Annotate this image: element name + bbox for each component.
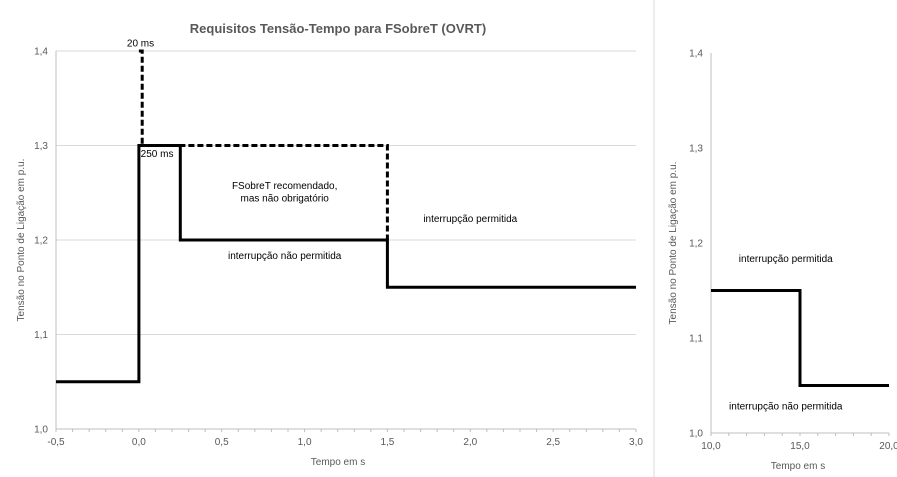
annotation-label: 20 ms bbox=[127, 38, 154, 49]
main-chart-axes bbox=[55, 51, 637, 432]
annotation-label: interrupção permitida bbox=[423, 214, 517, 225]
x-tick-label: 1,0 bbox=[298, 437, 312, 448]
y-axis-label: Tensão no Ponto de Ligação em p.u. bbox=[16, 159, 27, 322]
y-tick-label: 1,3 bbox=[34, 141, 48, 152]
y-tick-label: 1,4 bbox=[34, 47, 48, 58]
annotation-label: interrupção não permitida bbox=[228, 251, 342, 262]
x-tick-label: 15,0 bbox=[790, 441, 810, 452]
x-tick-label: 2,0 bbox=[463, 437, 477, 448]
x-tick-label: 20,0 bbox=[879, 441, 897, 452]
main-chart-y-ticks: 1,0 1,1 1,2 1,3 1,4 bbox=[34, 47, 48, 436]
requirement-limit-line bbox=[711, 289, 889, 387]
y-tick-label: 1,0 bbox=[34, 425, 48, 436]
y-tick-label: 1,2 bbox=[689, 239, 703, 250]
detail-chart-x-ticks: 10,0 15,0 20,0 bbox=[701, 441, 897, 452]
annotation-label: interrupção não permitida bbox=[729, 401, 843, 412]
y-tick-label: 1,0 bbox=[689, 429, 703, 440]
detail-chart-axes bbox=[710, 53, 890, 436]
x-axis-label: Tempo em s bbox=[311, 457, 365, 468]
main-chart-annotations: 20 ms 250 ms FSobreT recomendado,mas não o… bbox=[127, 38, 518, 262]
x-tick-label: 1,5 bbox=[380, 437, 394, 448]
y-tick-label: 1,1 bbox=[689, 334, 703, 345]
detail-y-axis-label: Tensão no Ponto de Ligação em p.u. bbox=[668, 162, 679, 325]
recommended-limit-line bbox=[138, 49, 389, 240]
detail-x-axis-label: Tempo em s bbox=[771, 461, 825, 472]
x-tick-label: 10,0 bbox=[701, 441, 721, 452]
y-tick-label: 1,2 bbox=[34, 236, 48, 247]
x-tick-label: 3,0 bbox=[629, 437, 643, 448]
chart-title: Requisitos Tensão-Tempo para FSobreT (OV… bbox=[190, 21, 486, 36]
main-chart-series bbox=[56, 49, 636, 384]
y-tick-label: 1,3 bbox=[689, 144, 703, 155]
y-tick-label: 1,4 bbox=[689, 49, 703, 60]
x-tick-label: -0,5 bbox=[47, 437, 65, 448]
annotation-label: 250 ms bbox=[141, 149, 174, 160]
annotation-label: interrupção permitida bbox=[739, 254, 833, 265]
x-tick-label: 2,5 bbox=[546, 437, 560, 448]
y-tick-label: 1,1 bbox=[34, 330, 48, 341]
detail-chart-series bbox=[711, 289, 889, 387]
requirement-limit-line bbox=[56, 144, 636, 384]
detail-chart-y-ticks: 1,0 1,1 1,2 1,3 1,4 bbox=[689, 49, 703, 440]
detail-chart: 1,0 1,1 1,2 1,3 1,4 10,0 15,0 20,0 interrupção… bbox=[668, 49, 897, 473]
x-tick-label: 0,0 bbox=[132, 437, 146, 448]
main-chart: Requisitos Tensão-Tempo para FSobreT (OV… bbox=[16, 21, 643, 468]
annotation-label: FSobreT recomendado, bbox=[232, 181, 337, 192]
detail-chart-annotations: interrupção permitida interrupção não per… bbox=[729, 254, 843, 412]
x-tick-label: 0,5 bbox=[215, 437, 229, 448]
main-chart-x-ticks: -0,5 0,0 0,5 1,0 1,5 2,0 2,5 3,0 bbox=[47, 437, 643, 448]
annotation-label: mas não obrigatório bbox=[240, 193, 329, 204]
